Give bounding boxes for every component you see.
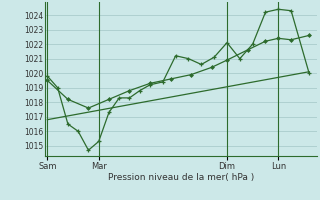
X-axis label: Pression niveau de la mer( hPa ): Pression niveau de la mer( hPa ): [108, 173, 254, 182]
